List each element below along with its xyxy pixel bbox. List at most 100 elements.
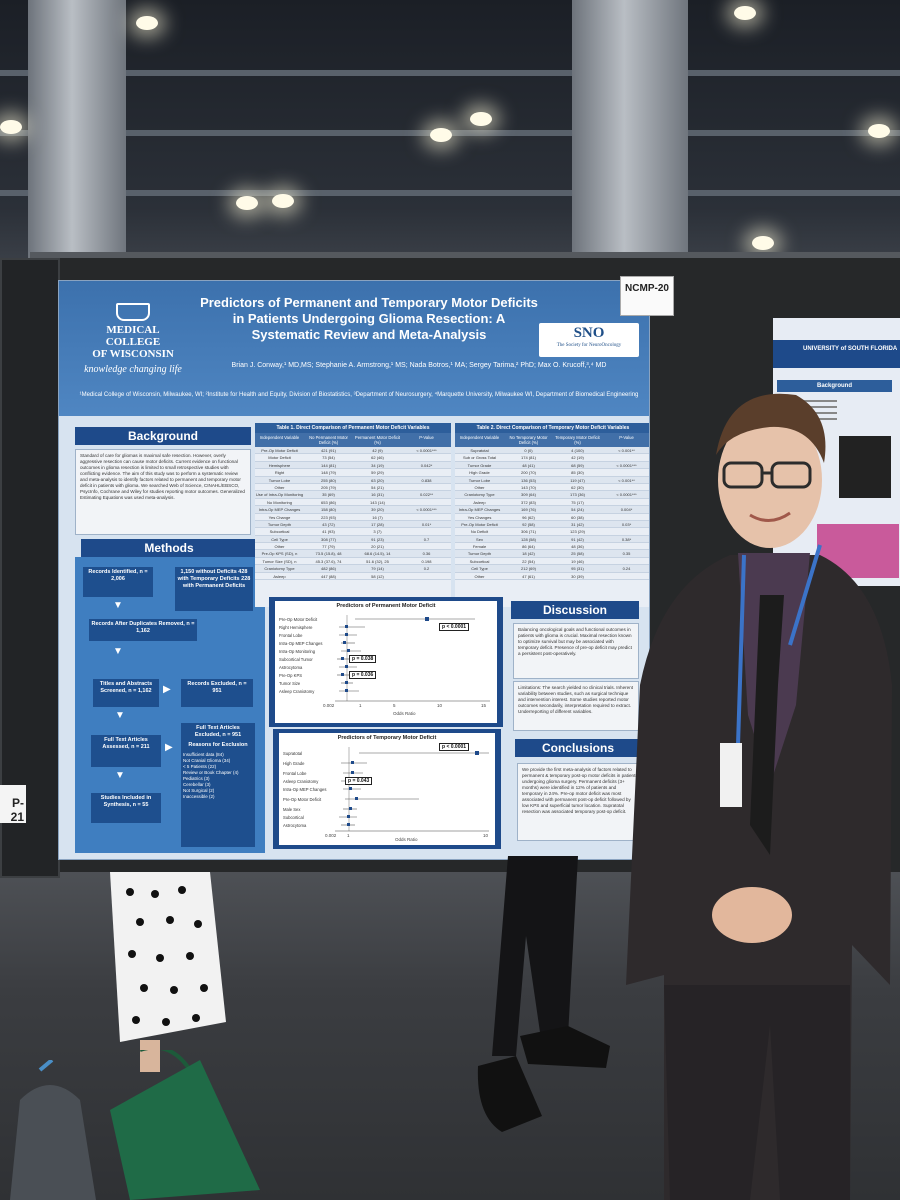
table-cell: 0.042*	[420, 462, 433, 468]
table-cell: 31 (42)	[571, 521, 584, 527]
table-header-row: Independent Variable No Temporary Motor …	[455, 433, 649, 447]
forest-row-label: High Grade	[283, 761, 305, 766]
table-cell	[402, 514, 451, 520]
table-cell: Tumor Depth	[467, 551, 492, 557]
table-row: Tumor Lobe 255 (80) 63 (20) 0.838	[255, 476, 451, 484]
table-cell: 653 (86)	[321, 499, 336, 505]
table-cell: 62 (46)	[371, 455, 384, 461]
table-row: Other 47 (61) 30 (39)	[455, 573, 649, 581]
table-row: Pre-Op Motor Deficit 421 (91) 42 (9) < 0.00…	[255, 447, 451, 455]
table-cell: 68 (59)	[571, 462, 584, 468]
table-cell: 47 (61)	[522, 573, 535, 579]
forest-plot-lines	[335, 615, 490, 702]
table-cell: 123 (29)	[570, 529, 585, 535]
ceiling-light	[430, 128, 452, 142]
sno-logo-text: SNO	[573, 325, 605, 341]
list-item: Not Surgical (2)	[183, 788, 215, 793]
table-cell: 75 (17)	[571, 499, 584, 505]
forest-row-label: Frontal Lobe	[279, 633, 303, 638]
table-cell: 92 (58)	[522, 521, 535, 527]
backpack	[0, 1060, 100, 1200]
table-cell: 96 (62)	[522, 514, 535, 520]
forest-row-label: Intra-Op MEP Changes	[279, 641, 323, 646]
table-cell: 45.3 (37.6), 74	[315, 558, 342, 564]
table-cell: Craniotomy Type	[464, 492, 495, 498]
table-row: Supratotal 0 (0) 4 (100) < 0.001**	[455, 447, 649, 455]
forest-row-label: Right Hemisphere	[279, 625, 313, 630]
table-cell: 0.198	[421, 558, 432, 564]
x-tick: 1	[347, 833, 350, 838]
table-row: Sub or Gross Total 174 (81) 42 (19)	[455, 454, 649, 462]
table-cell: 35 (69)	[322, 492, 335, 498]
table-cell: 48 (41)	[522, 462, 535, 468]
list-item: < 5 Patients (22)	[183, 764, 217, 769]
x-tick: 1	[359, 703, 362, 708]
table-row: Subcortical 41 (93) 3 (7)	[255, 528, 451, 536]
table-row: Female 86 (64) 48 (36)	[455, 543, 649, 551]
table-cell: 79 (14)	[371, 566, 384, 572]
table-cell: 41 (93)	[322, 529, 335, 535]
table-cell: High Grade	[469, 470, 490, 476]
reasons-title: Reasons for Exclusion	[188, 742, 248, 748]
table-cell: 0 (0)	[524, 448, 533, 453]
forest-plot-permanent: Predictors of Permanent Motor Deficit Pr…	[269, 597, 503, 727]
forest-plot-canvas: Predictors of Temporary Motor Deficit Su…	[279, 733, 495, 845]
table-row: Cell Type 212 (69) 95 (31) 0.24	[455, 565, 649, 573]
table-row: Yes Change 223 (93) 16 (7)	[255, 514, 451, 521]
table-cell: Tumor Size (SD), n	[262, 558, 297, 564]
records-identified-box: Records Identified, n = 2,006	[83, 567, 153, 597]
support-pillar	[572, 0, 688, 260]
table-cell: Asleep	[473, 499, 486, 505]
conclusions-text: We provide the first meta-analysis of fa…	[517, 763, 643, 841]
forest-row-label: Astrocytoma	[283, 823, 307, 828]
table-cell: < 0.0001***	[616, 462, 637, 468]
logo-line-2: COLLEGE	[105, 336, 161, 348]
x-tick: 10	[483, 833, 489, 838]
ceiling-truss	[0, 190, 900, 196]
table-cell: 16 (7)	[372, 514, 383, 520]
table-cell: 18 (42)	[522, 551, 535, 557]
conclusions-heading: Conclusions	[515, 739, 641, 757]
table-cell: Yes Change	[268, 514, 291, 520]
table-cell: 212 (69)	[521, 566, 536, 572]
table-cell: Other	[274, 544, 285, 550]
ceiling-truss	[0, 70, 900, 76]
table-cell: 119 (47)	[570, 477, 585, 483]
table-cell: 42 (9)	[372, 448, 383, 453]
table-row: Right 148 (79) 59 (29)	[255, 469, 451, 477]
table-row: Yes Changes 96 (62) 60 (38)	[455, 514, 649, 521]
table-cell: Sub or Gross Total	[462, 455, 497, 461]
table-row: Pre-Op KPS (SD), n 73.5 (15.8), 48 68.6 (1…	[255, 550, 451, 558]
bystander-legs	[472, 856, 622, 1136]
table-cell: Other	[474, 573, 485, 579]
fulltext-assessed-box: Full Text Articles Assessed, n = 211	[91, 735, 161, 767]
table-row: Pre-Op Motor Deficit 92 (58) 31 (42) 0.03*	[455, 520, 649, 529]
list-item: Insufficient data (84)	[183, 752, 224, 757]
table-cell: Hemisphere	[268, 462, 291, 468]
table-cell: < 0.0001***	[616, 492, 637, 498]
ceiling-light	[0, 120, 22, 134]
forest-row-label: Pre-Op Motor Deficit	[283, 797, 322, 802]
table-row: Intra-Op MEP Changes 158 (80) 39 (20) < 0.0…	[255, 506, 451, 514]
sno-logo: SNO The Society for NeuroOncology	[539, 323, 639, 357]
table-cell: Other	[474, 484, 485, 490]
table-cell: 0.838	[421, 477, 432, 483]
after-duplicates-box: Records After Duplicates Removed, n = 1,…	[89, 619, 197, 641]
table-row: Craniotomy Type 309 (64) 173 (36) < 0.0001*…	[455, 491, 649, 499]
x-tick: 0.002	[325, 833, 337, 838]
ceiling-light	[272, 194, 294, 208]
x-tick: 15	[481, 703, 487, 708]
table-header-cell: No Temporary Motor Deficit (%)	[509, 435, 548, 445]
table-cell: 91 (42)	[571, 536, 584, 542]
table-cell: 136 (53)	[521, 477, 536, 483]
methods-heading: Methods	[81, 539, 257, 557]
forest-row-label: Frontal Lobe	[283, 771, 307, 776]
table-cell	[402, 484, 451, 490]
table-cell: 34 (19)	[371, 462, 384, 468]
table-row: Tumor Depth 43 (72) 17 (28) 0.01*	[255, 520, 451, 529]
table-cell: Asleep	[273, 573, 286, 579]
sno-subtitle: The Society for NeuroOncology	[556, 343, 622, 348]
table-cell: 148 (79)	[321, 470, 336, 476]
table-cell: 51.6 (32), 25	[366, 558, 389, 564]
table-cell: 3 (7)	[373, 529, 382, 535]
